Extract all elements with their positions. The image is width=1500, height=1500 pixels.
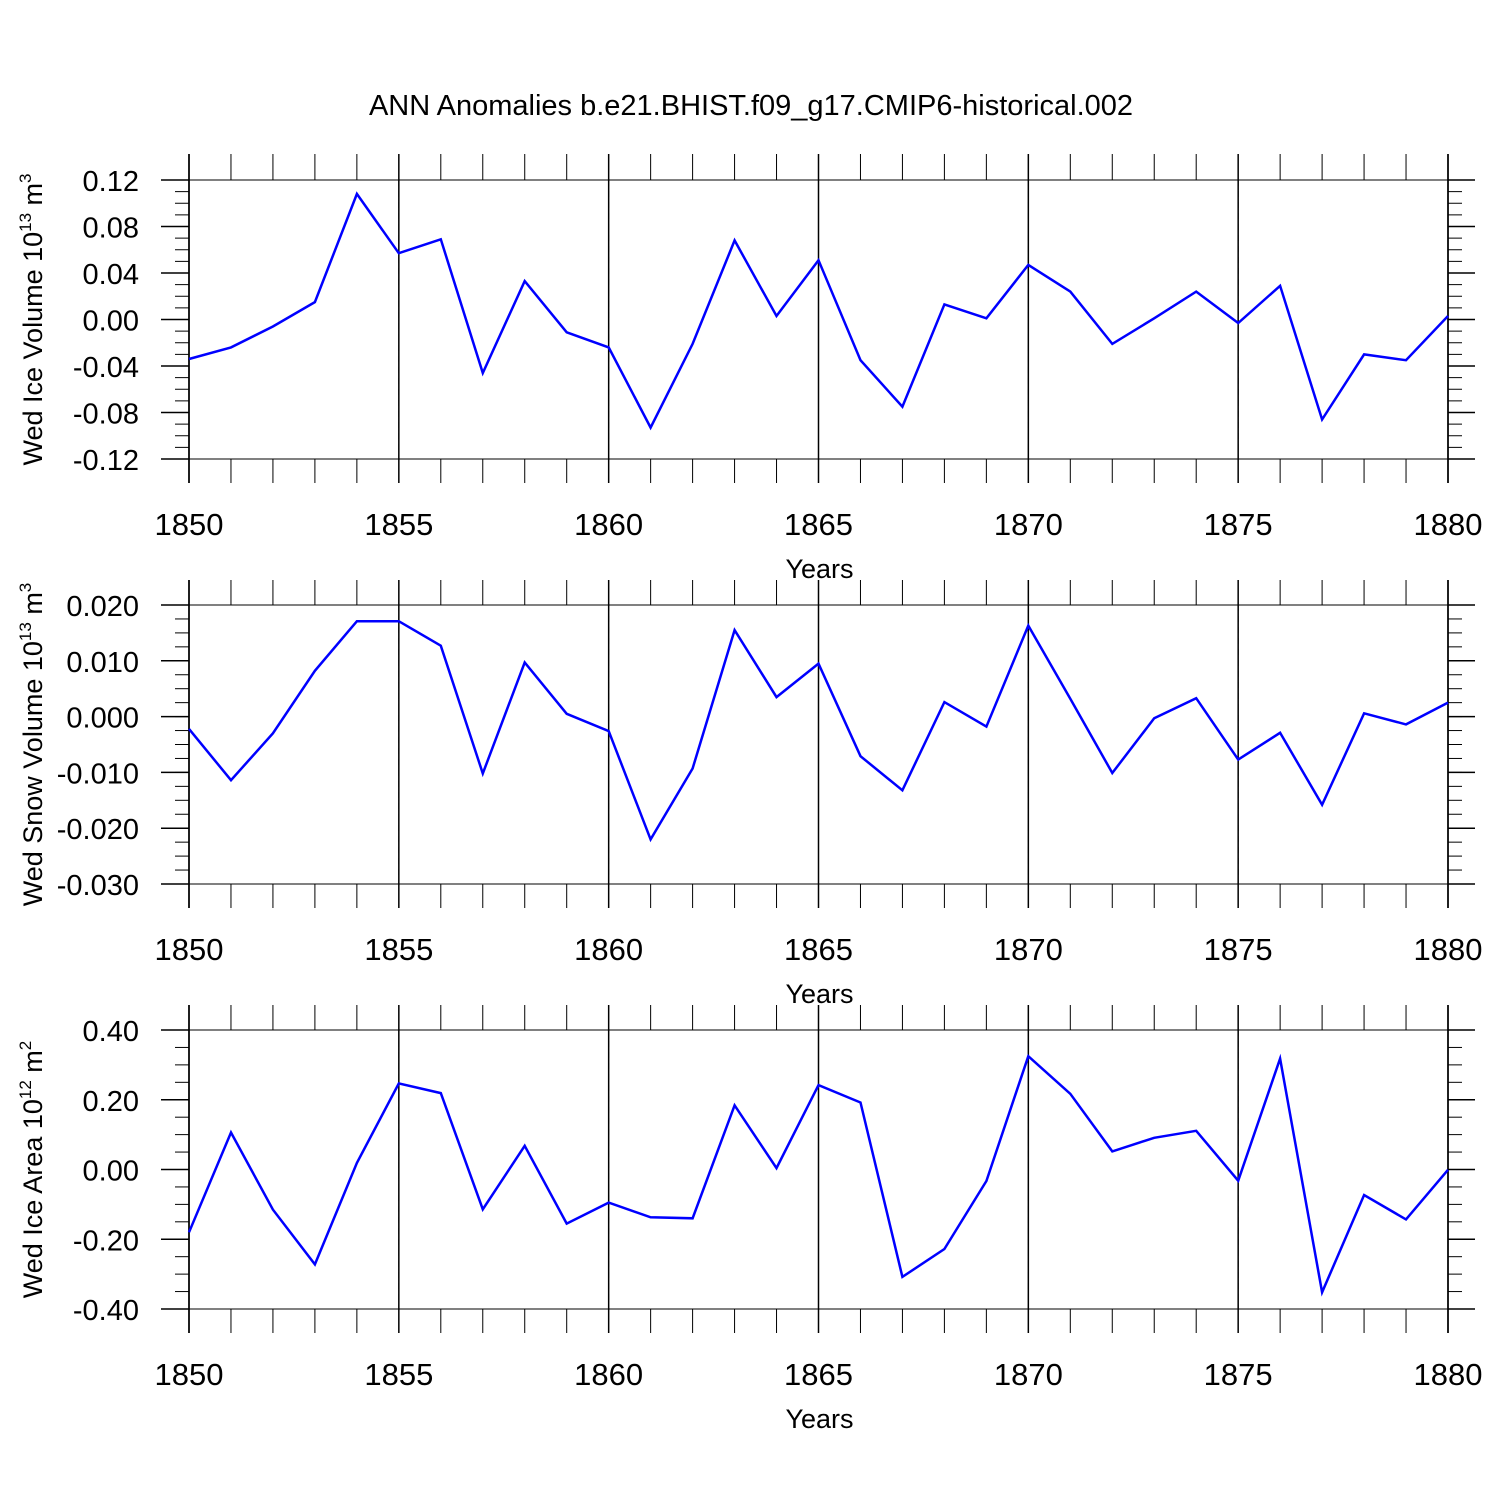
y-axis-label: Wed Ice Volume 1013 m3 — [16, 173, 48, 465]
y-tick-label: -0.030 — [57, 870, 139, 902]
y-tick-label: 0.12 — [83, 166, 139, 198]
x-tick-label: 1850 — [155, 932, 224, 967]
x-tick-label: 1860 — [574, 1357, 643, 1392]
x-tick-label: 1865 — [784, 1357, 853, 1392]
x-tick-label: 1880 — [1414, 932, 1483, 967]
x-tick-label: 1855 — [364, 1357, 433, 1392]
x-tick-label: 1850 — [155, 507, 224, 542]
y-tick-label: 0.08 — [83, 213, 139, 245]
x-tick-label: 1870 — [994, 507, 1063, 542]
y-tick-label: -0.020 — [57, 814, 139, 846]
y-tick-label: -0.08 — [73, 399, 139, 431]
series-line — [188, 619, 1449, 843]
x-tick-label: 1865 — [784, 932, 853, 967]
x-tick-label: 1860 — [574, 932, 643, 967]
y-tick-label: -0.12 — [73, 445, 139, 477]
x-tick-label: 1870 — [994, 932, 1063, 967]
x-tick-label: 1870 — [994, 1357, 1063, 1392]
y-tick-label: -0.04 — [73, 352, 139, 384]
x-tick-label: 1880 — [1414, 507, 1483, 542]
x-tick-label: 1855 — [364, 932, 433, 967]
y-tick-label: 0.00 — [83, 306, 139, 338]
y-tick-label: 0.00 — [83, 1156, 139, 1188]
y-tick-label: 0.020 — [66, 591, 139, 623]
x-tick-label: 1860 — [574, 507, 643, 542]
x-tick-label: 1850 — [155, 1357, 224, 1392]
series-line — [188, 191, 1449, 431]
y-tick-label: 0.20 — [83, 1086, 139, 1118]
chart-panel-3: 1850 1855 1860 1865 1870 1875 1880 0.40 0.20 0.00… — [16, 1005, 1482, 1434]
chart-panel-1: 1850 1855 1860 1865 1870 1875 1880 0.12 0.08 0.04… — [16, 154, 1482, 584]
y-axis-label: Wed Ice Area 1012 m2 — [16, 1041, 48, 1299]
series-line — [187, 1053, 1449, 1297]
chart-title: ANN Anomalies b.e21.BHIST.f09_g17.CMIP6-… — [369, 90, 1133, 122]
y-tick-label: 0.010 — [66, 647, 139, 679]
y-tick-label: -0.40 — [73, 1295, 139, 1327]
y-tick-label: 0.40 — [83, 1016, 139, 1048]
x-tick-label: 1875 — [1204, 1357, 1273, 1392]
x-tick-label: 1855 — [364, 507, 433, 542]
x-axis-label: Years — [785, 1404, 853, 1434]
y-tick-label: 0.000 — [66, 703, 139, 735]
y-axis-label: Wed Snow Volume 1013 m3 — [16, 583, 48, 907]
x-tick-label: 1880 — [1414, 1357, 1483, 1392]
x-tick-label: 1865 — [784, 507, 853, 542]
x-tick-label: 1875 — [1204, 932, 1273, 967]
y-tick-label: -0.20 — [73, 1225, 139, 1257]
chart-panel-2: 1850 1855 1860 1865 1870 1875 1880 0.020 0.010 0.… — [16, 580, 1482, 1009]
y-tick-label: 0.04 — [83, 259, 139, 291]
y-tick-label: -0.010 — [57, 758, 139, 790]
x-axis-label: Years — [785, 979, 853, 1009]
x-axis-label: Years — [785, 554, 853, 584]
x-tick-label: 1875 — [1204, 507, 1273, 542]
